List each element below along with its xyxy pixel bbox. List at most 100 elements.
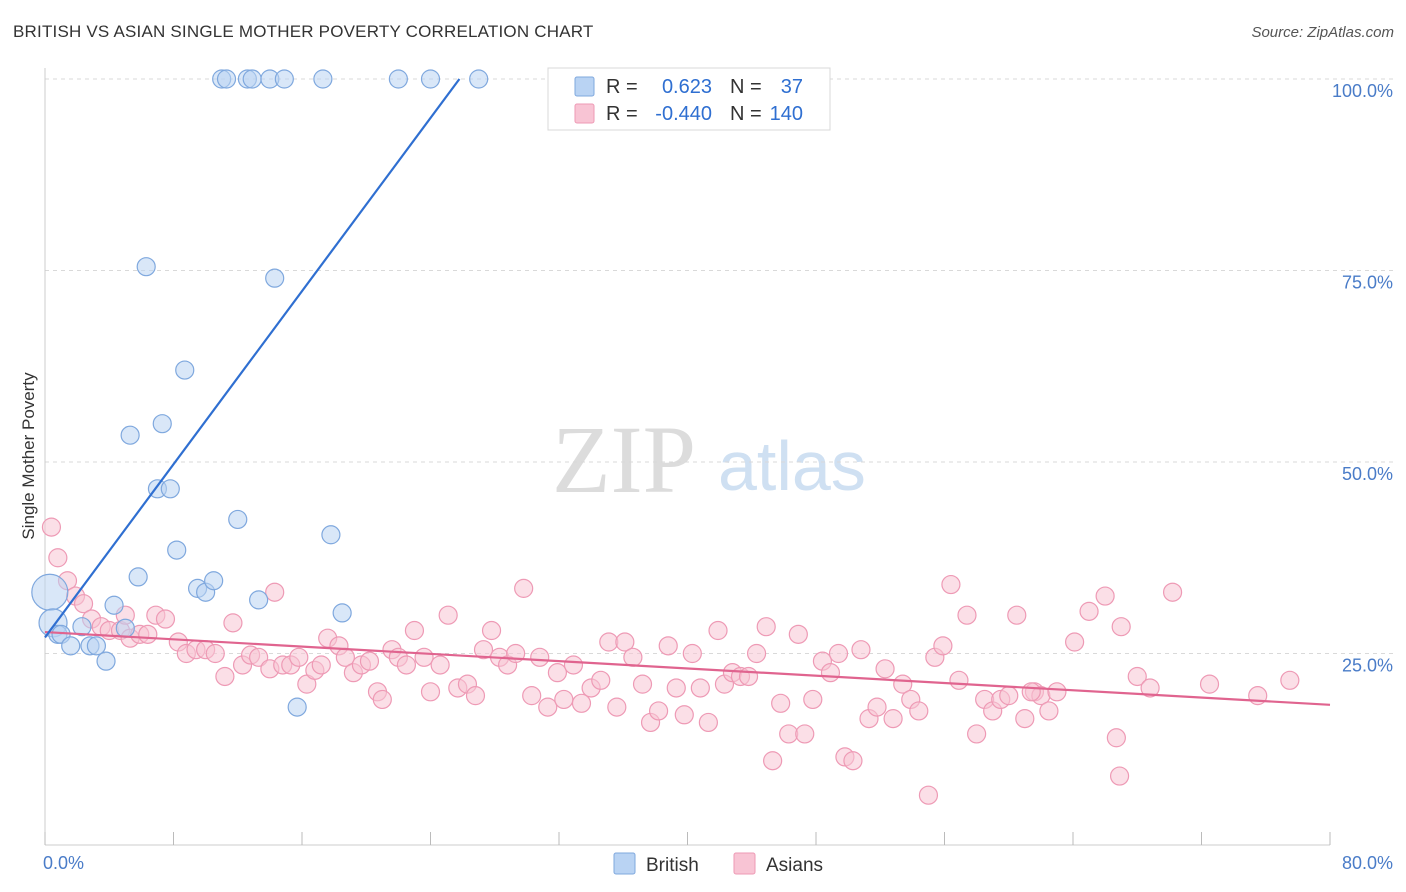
asians-point xyxy=(41,517,62,537)
asians-point xyxy=(918,785,939,805)
asians-point xyxy=(763,751,783,771)
asians-point xyxy=(820,663,841,683)
asians-point xyxy=(698,712,718,733)
legend-n-value-british: 37 xyxy=(781,76,803,98)
british-point xyxy=(420,69,441,89)
bottom-legend-swatch-asians xyxy=(733,852,756,875)
asians-point xyxy=(311,655,331,675)
x-tick-label-max: 80.0% xyxy=(1342,853,1393,873)
asians-point xyxy=(803,689,823,710)
british-point xyxy=(120,425,140,445)
asians-point xyxy=(632,674,653,694)
asians-point xyxy=(788,624,808,644)
asians-point xyxy=(1106,728,1126,748)
asians-point xyxy=(530,647,550,667)
asians-point xyxy=(708,620,728,641)
asians-point xyxy=(215,666,235,687)
asians-point xyxy=(538,697,558,717)
asians-point xyxy=(265,582,285,602)
asians-point xyxy=(1199,674,1220,694)
asians-point xyxy=(967,724,987,744)
asians-point xyxy=(607,697,627,717)
asians-point xyxy=(875,659,895,679)
asians-point xyxy=(666,678,686,698)
series-legend: British Asians xyxy=(613,852,823,876)
british-point xyxy=(72,617,92,637)
asians-point xyxy=(682,643,702,664)
british-point xyxy=(313,69,333,89)
y-axis-label: Single Mother Poverty xyxy=(19,372,38,540)
y-tick-label: 100.0% xyxy=(1332,81,1393,101)
asians-point xyxy=(1280,670,1300,690)
british-point xyxy=(249,590,269,610)
british-trend-line xyxy=(44,78,461,639)
british-point xyxy=(136,257,156,277)
asians-point xyxy=(883,709,903,729)
asians-point xyxy=(554,689,574,710)
asians-point xyxy=(746,643,767,664)
asians-point xyxy=(420,682,441,702)
british-point xyxy=(128,567,148,587)
british-point xyxy=(469,69,489,89)
asians-point xyxy=(795,724,815,744)
british-point xyxy=(61,636,81,656)
asians-point xyxy=(674,705,694,725)
asians-point xyxy=(138,624,158,644)
british-point xyxy=(152,414,172,434)
british-point xyxy=(216,69,237,89)
british-point xyxy=(274,69,294,89)
y-tick-label: 75.0% xyxy=(1342,273,1393,293)
legend-r-label-british: R = xyxy=(606,76,638,98)
asians-point xyxy=(73,594,94,614)
asians-point xyxy=(999,686,1019,706)
asians-point xyxy=(1007,605,1027,625)
source-credit: Source: ZipAtlas.com xyxy=(1251,24,1394,41)
x-tick-label-min: 0.0% xyxy=(43,853,84,873)
asians-point xyxy=(1162,582,1183,602)
asians-point xyxy=(1021,682,1041,702)
asians-point xyxy=(396,655,417,675)
asians-point xyxy=(909,701,929,721)
asians-point xyxy=(771,693,791,713)
british-point xyxy=(228,509,248,530)
bottom-legend-asians: Asians xyxy=(766,855,823,876)
british-point xyxy=(242,69,262,89)
british-point xyxy=(115,618,135,638)
asians-point xyxy=(205,643,225,664)
asians-point xyxy=(372,689,392,710)
british-point xyxy=(332,603,352,623)
british-point xyxy=(321,525,341,545)
asians-point xyxy=(1109,766,1130,786)
bottom-legend-swatch-british xyxy=(613,852,636,875)
asians-point xyxy=(249,647,269,667)
y-axis-tick-labels: 25.0% 50.0% 75.0% 100.0% xyxy=(1332,81,1393,676)
british-point xyxy=(167,540,187,560)
legend-r-value-british: 0.623 xyxy=(662,76,712,98)
asians-point xyxy=(522,686,542,706)
asians-point xyxy=(404,620,425,641)
asians-point xyxy=(843,751,863,771)
british-point xyxy=(31,573,69,611)
asians-point xyxy=(289,647,309,667)
asians-point xyxy=(1127,666,1147,687)
legend-n-label-british: N = xyxy=(730,76,762,98)
asians-point xyxy=(481,620,502,641)
asians-point xyxy=(933,636,953,656)
asians-series xyxy=(41,517,1300,805)
asians-point xyxy=(414,647,434,667)
asians-point xyxy=(690,678,710,698)
asians-point xyxy=(828,643,849,664)
watermark-atlas: atlas xyxy=(718,427,866,505)
asians-point xyxy=(547,663,567,683)
asians-point xyxy=(438,605,458,625)
x-axis-ticks xyxy=(44,832,1331,845)
asians-point xyxy=(738,666,759,687)
asians-point xyxy=(1079,601,1099,621)
asians-point xyxy=(1039,701,1059,721)
asians-point xyxy=(1111,617,1131,637)
asians-point xyxy=(1047,682,1067,702)
british-point xyxy=(204,571,224,591)
british-point xyxy=(265,268,285,288)
asians-point xyxy=(359,651,380,671)
